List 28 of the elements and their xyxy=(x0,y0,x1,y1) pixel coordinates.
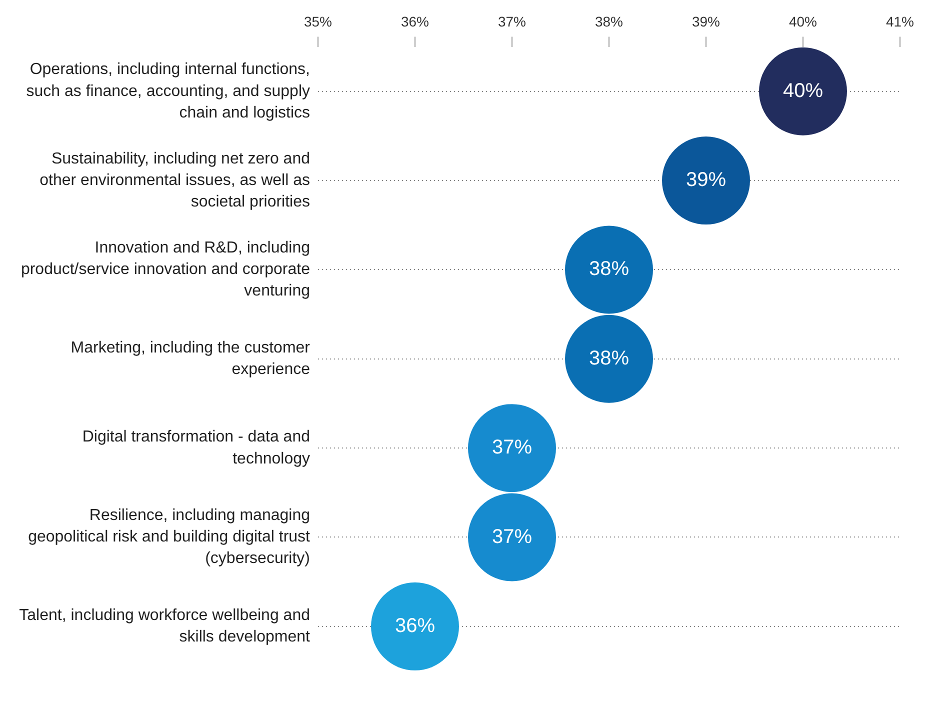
point xyxy=(371,582,459,670)
data-label: 38% xyxy=(588,347,630,370)
y-tick-label: Resilience, including managing geopolitical risk and building digital trust (cybersecurity) xyxy=(28,507,311,568)
data-label: 39% xyxy=(686,169,726,192)
x-tick-label: 37% xyxy=(498,13,526,30)
x-tick-label: 38% xyxy=(594,13,624,30)
data-label: 37% xyxy=(492,526,532,548)
x-tick-label: 35% xyxy=(304,13,332,30)
point xyxy=(662,136,750,225)
x-tick-label: 39% xyxy=(692,13,720,30)
point xyxy=(468,493,556,582)
y-tick-label: Talent, including workforce wellbeing and skills development xyxy=(19,607,311,646)
y-tick-label: Marketing, including the customer experience xyxy=(70,340,311,378)
y-tick-label: Innovation and R&D, including product/service innovation and corporate venturing xyxy=(20,240,310,300)
point xyxy=(565,226,653,314)
x-tick-label: 41% xyxy=(886,13,914,30)
point xyxy=(565,314,653,403)
y-tick-label: Operations, including internal functions, such as finance, accounting, and supply chain and logistics xyxy=(26,61,310,122)
data-label: 38% xyxy=(588,258,630,280)
data-label: 40% xyxy=(782,80,824,102)
x-tick-label: 36% xyxy=(400,13,430,30)
y-tick-label: Sustainability, including net zero and other environmental issues, as well as societal priorities xyxy=(40,150,310,211)
point xyxy=(468,404,556,492)
data-label: 37% xyxy=(492,436,532,459)
x-tick-label: 40% xyxy=(788,13,818,30)
data-label: 36% xyxy=(394,614,436,637)
point xyxy=(759,47,847,136)
y-tick-label: Digital transformation - data and technology xyxy=(82,428,310,468)
